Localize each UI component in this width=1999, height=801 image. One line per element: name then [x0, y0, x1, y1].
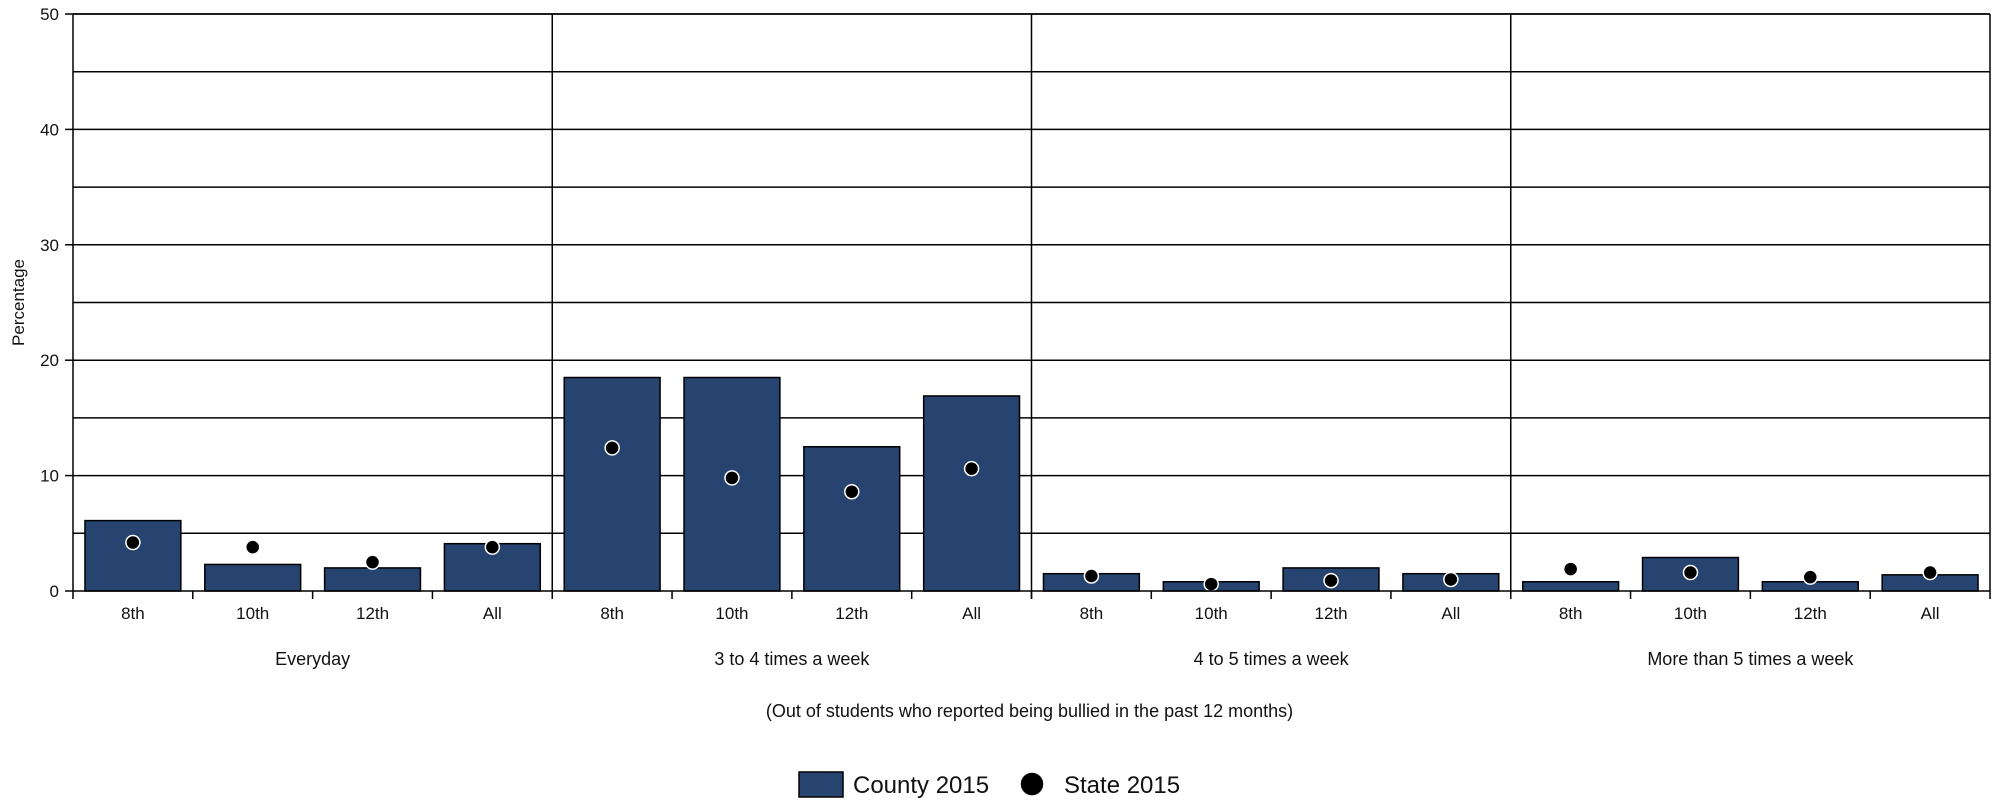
x-tick-label: 10th: [236, 604, 269, 623]
x-group-label: Everyday: [275, 649, 350, 669]
state-dot: [1323, 572, 1339, 589]
x-tick-label: All: [962, 604, 981, 623]
state-dot: [963, 460, 980, 477]
x-tick-label: 10th: [1674, 604, 1707, 623]
y-tick-label: 50: [40, 5, 59, 24]
state-dot: [1802, 569, 1819, 585]
x-tick-label: 12th: [835, 604, 868, 623]
state-dot: [1562, 561, 1579, 577]
legend-label-state: State 2015: [1064, 772, 1180, 799]
state-dot: [364, 554, 381, 570]
y-axis-title: Percentage: [9, 259, 28, 346]
x-tick-label: 10th: [1195, 604, 1228, 623]
x-group-label: 3 to 4 times a week: [714, 649, 870, 669]
state-dots: [125, 440, 1938, 592]
axes: [65, 13, 1991, 599]
county-bar: [563, 376, 661, 592]
legend-swatch-county: [798, 771, 844, 798]
y-tick-label: 30: [40, 236, 59, 255]
x-tick-label: 8th: [600, 604, 624, 623]
county-bar: [204, 563, 302, 592]
y-tick-label: 20: [40, 351, 59, 370]
state-dot: [1682, 564, 1699, 581]
x-tick-label: All: [483, 604, 502, 623]
state-dot: [604, 440, 620, 456]
state-dot: [1443, 571, 1459, 588]
legend-swatch-state: [1019, 771, 1045, 797]
y-tick-label: 10: [40, 467, 59, 486]
county-bar: [323, 567, 422, 592]
state-dot: [125, 534, 141, 551]
state-dot: [844, 484, 860, 500]
county-bar: [922, 395, 1021, 592]
state-dot: [724, 470, 740, 486]
legend: County 2015 State 2015: [798, 771, 1180, 799]
state-dot: [244, 539, 261, 555]
state-dot: [1922, 564, 1938, 581]
county-bar: [803, 446, 901, 592]
county-bar: [84, 519, 182, 592]
x-tick-label: 8th: [121, 604, 145, 623]
x-tick-label: 12th: [1314, 604, 1347, 623]
y-tick-label: 0: [50, 582, 59, 601]
axis-labels: 8th 10th 12th All Everyday 8th 10th 12th All 3 to…: [9, 5, 1940, 721]
state-dot: [1203, 576, 1219, 592]
x-tick-label: 12th: [356, 604, 389, 623]
y-tick-label: 40: [40, 120, 59, 139]
x-tick-label: All: [1441, 604, 1460, 623]
county-bar: [1521, 581, 1620, 592]
gridlines: [73, 13, 1991, 591]
legend-label-county: County 2015: [853, 772, 989, 799]
state-dot: [484, 539, 501, 555]
x-tick-label: 8th: [1559, 604, 1583, 623]
x-group-label: More than 5 times a week: [1647, 649, 1854, 669]
state-dot: [1083, 568, 1100, 584]
chart-note: (Out of students who reported being bull…: [766, 701, 1293, 721]
x-tick-label: All: [1921, 604, 1940, 623]
x-tick-label: 8th: [1080, 604, 1104, 623]
x-group-label: 4 to 5 times a week: [1194, 649, 1350, 669]
x-tick-label: 10th: [715, 604, 748, 623]
x-tick-label: 12th: [1794, 604, 1827, 623]
